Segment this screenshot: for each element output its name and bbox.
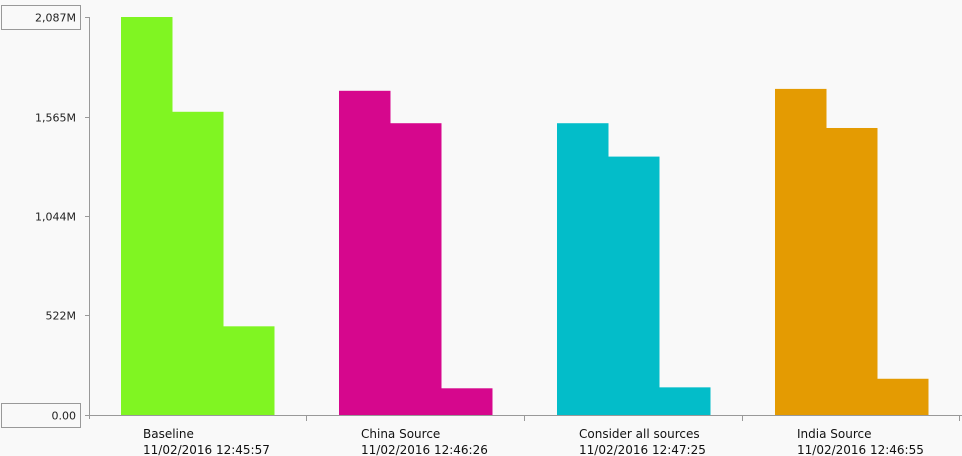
category-label: China Source [361,427,440,441]
category-timestamp: 11/02/2016 12:47:25 [579,443,706,456]
bar-3-1 [557,123,609,416]
category-label: Consider all sources [579,427,700,441]
bar-3-2 [608,156,660,416]
category-timestamp: 11/02/2016 12:46:26 [361,443,488,456]
bar-2-3 [441,388,493,415]
bar-1-2 [172,111,224,416]
category-timestamp: 11/02/2016 12:45:57 [143,443,270,456]
y-max-label-box [1,5,81,30]
y-tick-label: 2,087M [35,12,76,25]
bar-1-3 [223,326,275,415]
bar-2-2 [390,123,442,416]
bar-4-1 [775,88,827,416]
category-timestamp: 11/02/2016 12:46:55 [797,443,924,456]
y-tick-label: 1,565M [35,112,76,125]
y-tick-label: 522M [46,310,77,323]
bar-3-3 [659,387,711,415]
y-tick-label: 0.00 [52,410,77,423]
category-label: Baseline [143,427,194,441]
bar-1-1 [121,17,173,415]
bar-4-3 [877,378,929,415]
bar-2-1 [339,90,391,416]
y-tick-label: 1,044M [35,211,76,224]
category-label: India Source [797,427,871,441]
bar-4-2 [826,127,878,416]
y-min-label-box [1,403,81,428]
